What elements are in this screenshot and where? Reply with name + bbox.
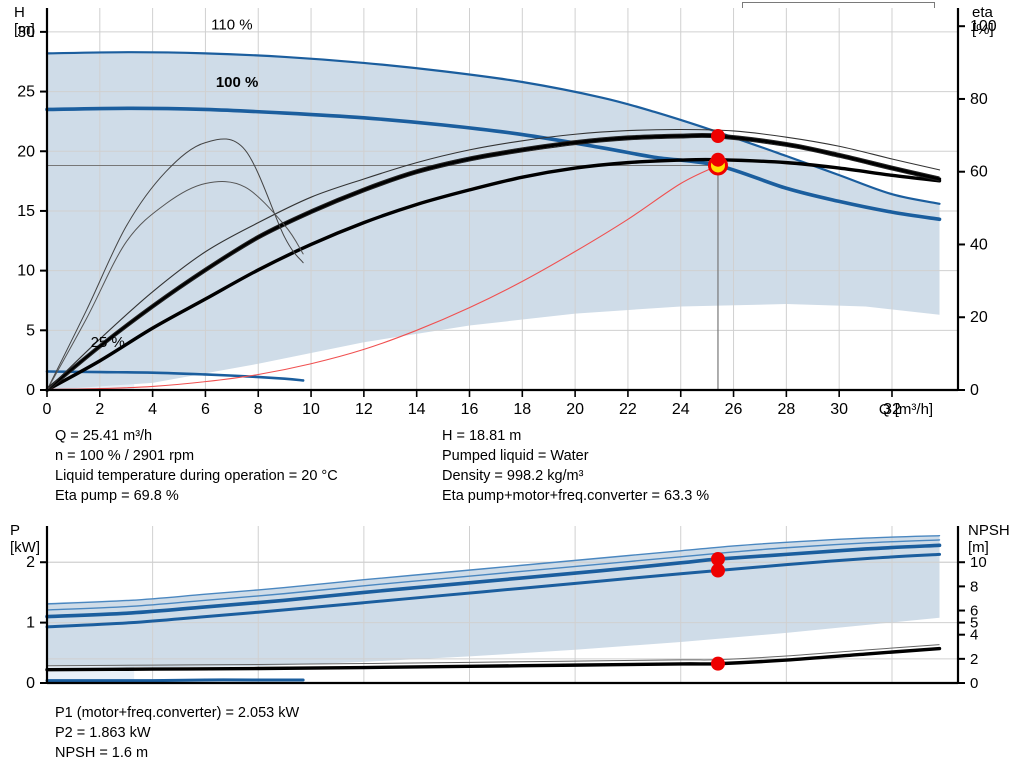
top-x-tick-label: 30 [830, 401, 848, 418]
duty-line-right-1: Pumped liquid = Water [442, 448, 589, 464]
duty-line-left-0: Q = 25.41 m³/h [55, 428, 153, 444]
top-y-left-tick-label: 25 [17, 84, 35, 101]
top-gridlines [46, 8, 958, 391]
top-y-left-tick-label: 5 [26, 322, 35, 339]
curve-partial-speed-thin-envelope [46, 181, 304, 391]
curve-eta-partial-speed-curve [46, 138, 304, 391]
curve-p1-upper-envelope [46, 534, 941, 605]
top-chart-y-left-axis-title: H [m] [14, 4, 35, 38]
bottom-y-right-tick-label: 10 [970, 554, 987, 571]
top-y-left-tick-label: 10 [17, 263, 35, 280]
bottom-chart-y-right-axis-title: NPSH [m] [968, 522, 1010, 556]
bottom-y-left-tick-label: 0 [26, 675, 35, 692]
bottom-y-right-tick-label: 5 [970, 615, 978, 632]
duty-point-p2[interactable] [710, 563, 725, 578]
annotation-110-percent: 110 % [211, 16, 252, 33]
top-y-right-tick-label: 40 [970, 236, 988, 253]
annotation-25-percent: 25 % [91, 334, 125, 351]
duty-line-right-2: Density = 998.2 kg/m³ [442, 468, 584, 484]
curve-h-curve-25- [45, 370, 305, 382]
bottom-y-right-tick-label: 0 [970, 675, 978, 692]
curve-eta-shoulder-1 [46, 136, 940, 393]
top-y-left-tick-label: 20 [17, 143, 35, 160]
curve-p2-upper-envelope [46, 539, 941, 611]
duty-point-right-column: H = 18.81 m Pumped liquid = Water Density … [442, 426, 709, 506]
top-x-tick-label: 10 [302, 401, 320, 418]
top-x-tick-label: 12 [355, 401, 373, 418]
bottom-y-left-tick-label: 1 [26, 615, 35, 632]
curve-h-curve-110- [45, 51, 941, 205]
curve-eta-envelope-thin- [46, 128, 941, 391]
top-x-tick-label: 32 [883, 401, 901, 418]
duty-line-right-0: H = 18.81 m [442, 428, 522, 444]
top-y-left-tick-label: 15 [17, 203, 35, 220]
annotation-100-percent: 100 % [216, 74, 259, 91]
top-y-right-tick-label: 100 [970, 18, 997, 35]
duty-point-npsh[interactable] [710, 656, 725, 671]
duty-line-right-3: Eta pump+motor+freq.converter = 63.3 % [442, 488, 710, 504]
top-y-right-tick-label: 20 [970, 309, 988, 326]
top-x-tick-label: 22 [619, 401, 637, 418]
curve-h-curve-100- [45, 106, 942, 222]
power-line-1: P2 = 1.863 kW [55, 725, 151, 741]
duty-line-left-2: Liquid temperature during operation = 20… [55, 468, 338, 484]
curve-low-speed-power [45, 678, 305, 683]
curve-eta-pump-thick- [45, 133, 942, 392]
duty-point-eta-total[interactable] [710, 152, 725, 167]
power-results-list: P1 (motor+freq.converter) = 2.053 kW P2 =… [55, 703, 299, 763]
top-chart-y-right-axis-title: eta [%] [972, 4, 994, 38]
power-npsh-chart: P [kW] NPSH [m] P1 (motor+freq.converter… [0, 518, 1024, 703]
bottom-y-left-tick-label: 2 [26, 554, 35, 571]
top-x-tick-label: 20 [566, 401, 584, 418]
bottom-y-right-tick-label: 6 [970, 603, 978, 620]
duty-line-left-1: n = 100 % / 2901 rpm [55, 448, 195, 464]
power-line-0: P1 (motor+freq.converter) = 2.053 kW [55, 705, 300, 721]
duty-point-eta-pump[interactable] [710, 129, 725, 144]
top-x-tick-label: 2 [95, 401, 104, 418]
bottom-chart-y-left-axis-title: P [kW] [10, 522, 40, 556]
top-x-tick-label: 24 [672, 401, 690, 418]
curve-eta-pump-motor-freq-converter [45, 157, 942, 392]
curve-p1-motor-freq-converter- [45, 543, 942, 619]
top-x-axis-title: Q [m³/h] [879, 401, 933, 418]
duty-point-info: Q = 25.41 m³/h n = 100 % / 2901 rpm Liquid… [0, 420, 1024, 520]
top-y-left-tick-label: 30 [17, 24, 35, 41]
curve-p2 [45, 552, 942, 629]
top-x-tick-label: 0 [43, 401, 52, 418]
top-y-right-tick-label: 0 [970, 382, 979, 399]
bottom-y-right-tick-label: 2 [970, 651, 978, 668]
bottom-chart-plot: 0 1 2 0 2 456 8 10 [26, 526, 987, 692]
top-y-right-tick-label: 80 [970, 91, 988, 108]
curve-npsh-envelope [46, 644, 940, 667]
head-efficiency-chart: H [m] eta [%] NKE 32-125/130, 3*400 V 05… [14, 2, 997, 418]
top-x-tick-label: 26 [725, 401, 743, 418]
top-y-right-tick-label: 60 [970, 164, 988, 181]
top-x-tick-label: 6 [201, 401, 210, 418]
power-results-info: P1 (motor+freq.converter) = 2.053 kW P2 =… [0, 700, 1024, 781]
top-x-tick-label: 14 [408, 401, 426, 418]
curve-eta-shoulder-0 [46, 132, 940, 389]
bottom-y-right-tick-label: 8 [970, 578, 978, 595]
power-line-2: NPSH = 1.6 m [55, 745, 149, 761]
duty-point-p1[interactable] [710, 552, 725, 567]
top-x-tick-label: 28 [777, 401, 795, 418]
curve-npsh-red-curve [46, 164, 719, 390]
top-x-tick-label: 16 [461, 401, 479, 418]
bottom-y-right-tick-label: 4 [970, 627, 978, 644]
curve-npsh-curve [45, 646, 942, 672]
top-x-tick-label: 8 [254, 401, 263, 418]
duty-point-left-column: Q = 25.41 m³/h n = 100 % / 2901 rpm Liquid… [55, 426, 338, 506]
top-x-tick-label: 18 [513, 401, 531, 418]
duty-line-left-3: Eta pump = 69.8 % [55, 488, 179, 504]
top-y-left-tick-label: 0 [26, 382, 35, 399]
top-x-tick-label: 4 [148, 401, 157, 418]
